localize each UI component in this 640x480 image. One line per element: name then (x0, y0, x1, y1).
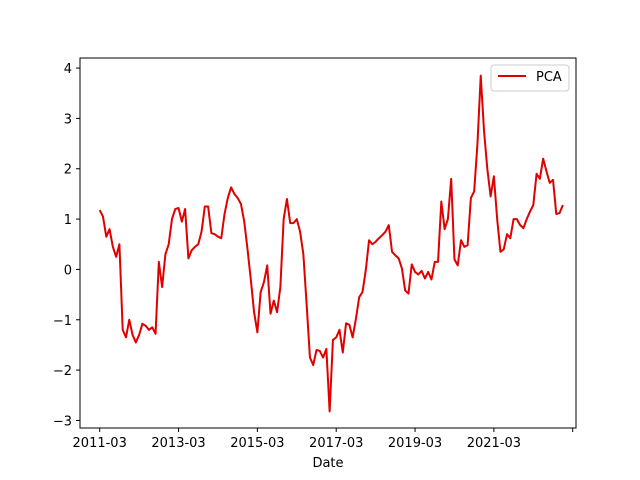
y-tick-label: 4 (64, 62, 72, 77)
x-tick-label: 2015-03 (230, 436, 284, 451)
legend-box (490, 64, 570, 92)
series-line-pca (98, 74, 564, 413)
y-tick-label: −2 (53, 364, 72, 379)
plot-area (98, 74, 564, 413)
x-axis: 2011-03 2013-03 2015-03 2017-03 2019-03 2021-… (73, 428, 574, 451)
plot-frame (79, 57, 577, 429)
y-tick-label: −1 (53, 314, 72, 329)
y-axis: −3 −2 −1 0 1 2 3 4 (53, 62, 80, 429)
legend: PCA (490, 64, 570, 92)
y-tick-label: 3 (64, 112, 72, 127)
x-tick-label: 2011-03 (73, 436, 127, 451)
x-tick-label: 2021-03 (467, 436, 521, 451)
y-tick-label: −3 (53, 414, 72, 429)
y-tick-label: 0 (64, 263, 72, 278)
x-axis-label: Date (312, 456, 343, 471)
y-tick-label: 2 (64, 163, 72, 178)
x-tick-label: 2019-03 (388, 436, 442, 451)
x-tick-label: 2013-03 (151, 436, 205, 451)
x-tick-label: 2017-03 (309, 436, 363, 451)
legend-label-pca: PCA (536, 70, 562, 85)
y-tick-label: 1 (64, 213, 72, 228)
